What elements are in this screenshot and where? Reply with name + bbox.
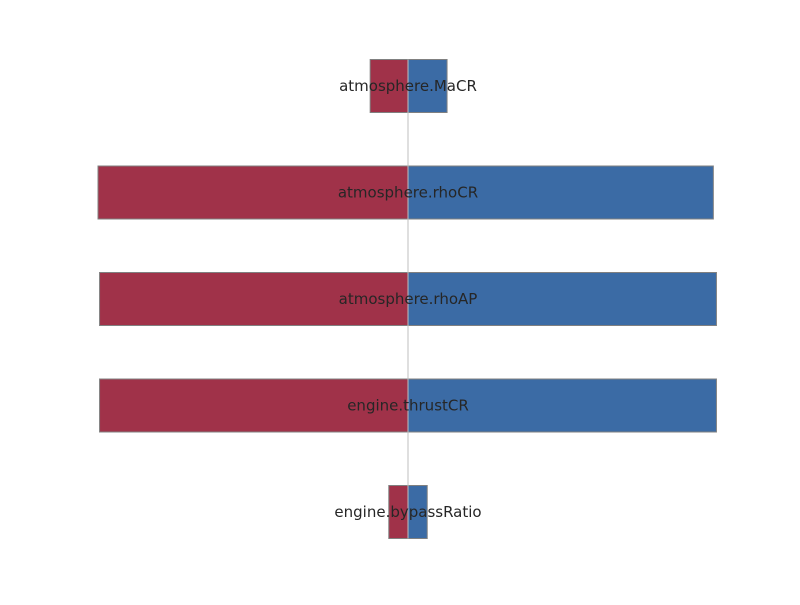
bars-layer xyxy=(97,59,717,539)
bar-atmosphere-rhoCR-positive xyxy=(407,165,714,220)
bar-engine-thrustCR-negative xyxy=(99,378,409,433)
bar-atmosphere-rhoCR-negative xyxy=(97,165,409,220)
bar-label-atmosphere-rhoCR: atmosphere.rhoCR xyxy=(338,184,478,202)
bar-label-atmosphere-MaCR: atmosphere.MaCR xyxy=(339,77,477,95)
bar-label-atmosphere-rhoAP: atmosphere.rhoAP xyxy=(339,290,478,308)
bar-atmosphere-MaCR-negative xyxy=(369,59,409,113)
labels-layer: atmosphere.MaCR atmosphere.rhoCR atmospher… xyxy=(334,77,481,521)
bar-atmosphere-rhoAP-positive xyxy=(407,272,717,326)
bar-atmosphere-MaCR-positive xyxy=(407,59,448,113)
bar-label-engine-thrustCR: engine.thrustCR xyxy=(347,397,469,415)
bar-atmosphere-rhoAP-negative xyxy=(99,272,409,326)
bar-label-engine-bypassRatio: engine.bypassRatio xyxy=(334,503,481,521)
